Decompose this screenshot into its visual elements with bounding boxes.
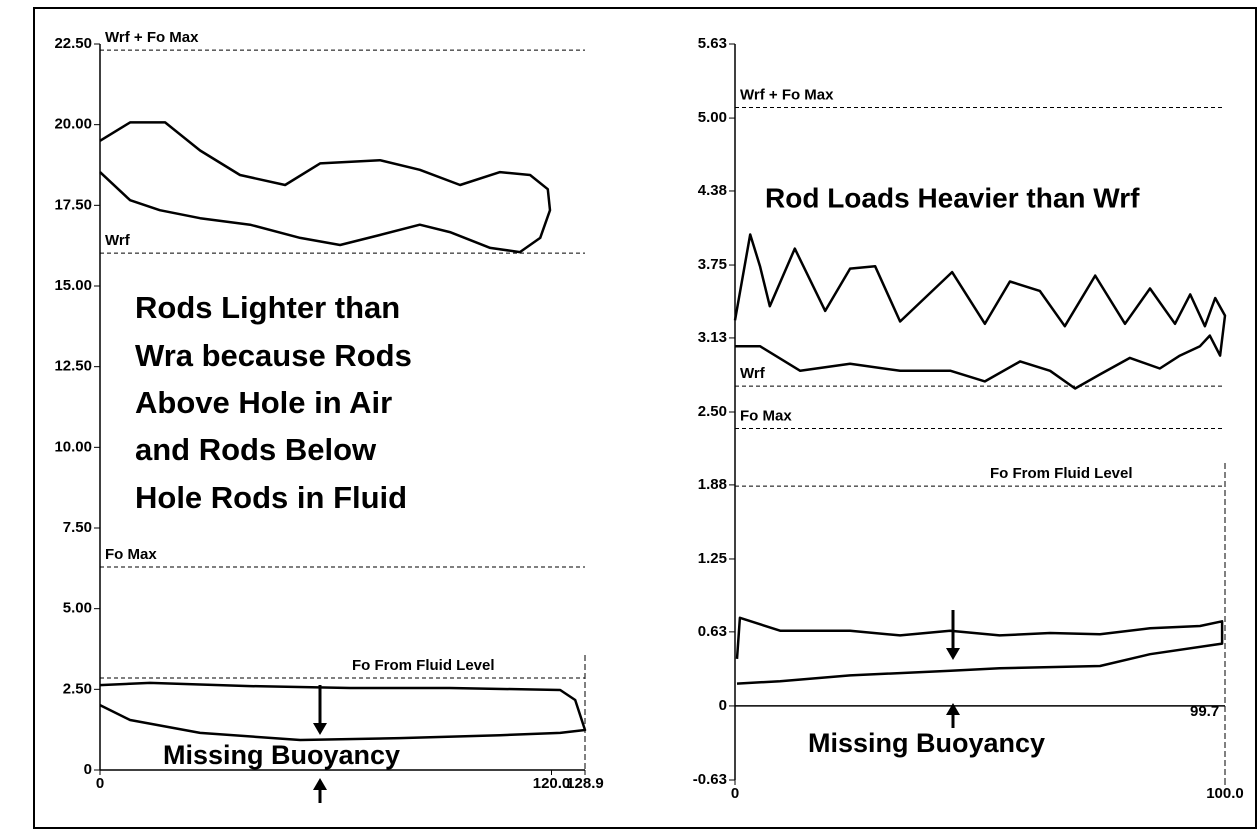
y-tick-label: 1.25 [698,550,727,567]
reference-label: Wrf [105,232,131,249]
annotation: Rods Lighter than [135,290,400,325]
y-tick-label: 20.00 [54,116,92,133]
reference-label: Fo Max [740,407,792,424]
x-tick-label: 128.9 [566,775,604,792]
y-tick-label: 3.13 [698,329,727,346]
arrow-head [313,723,327,735]
arrow-head [946,648,960,660]
card-line [733,233,1227,390]
y-tick-label: 12.50 [54,358,92,375]
x-tick-label: 0 [96,775,104,792]
y-tick-label: 5.00 [63,600,92,617]
y-tick-label: 2.50 [63,680,92,697]
x-tick-label: 0 [731,785,739,802]
card-line [99,681,587,742]
annotation: and Rods Below [135,432,377,467]
x-tick-label: 120.0 [533,775,571,792]
reference-label: Fo Max [105,546,157,563]
annotation: Above Hole in Air [135,385,392,420]
x-tick-label: 100.0 [1206,785,1244,802]
y-tick-label: 4.38 [698,182,727,199]
annotation: Wra because Rods [135,338,412,373]
reference-label: Fo From Fluid Level [990,465,1133,482]
reference-label: Wrf + Fo Max [105,29,199,46]
y-tick-label: 15.00 [54,277,92,294]
y-tick-label: 10.00 [54,438,92,455]
y-tick-label: 0.63 [698,623,727,640]
arrow-head [946,703,960,715]
reference-label: Wrf + Fo Max [740,86,834,103]
y-tick-label: 5.00 [698,109,727,126]
arrow-head [313,778,327,790]
y-tick-label: 2.50 [698,403,727,420]
y-tick-label: 3.75 [698,256,727,273]
y-tick-label: 1.88 [698,476,727,493]
y-tick-label: -0.63 [693,771,727,788]
card-line [735,616,1224,685]
y-tick-label: 0 [84,761,92,778]
reference-label: Wrf [740,365,766,382]
y-tick-label: 5.63 [698,35,727,52]
y-tick-label: 0 [719,697,727,714]
y-tick-label: 22.50 [54,35,92,52]
annotation: Rod Loads Heavier than Wrf [765,182,1140,213]
reference-label: Fo From Fluid Level [352,657,495,674]
card-line [99,121,552,254]
y-tick-label: 17.50 [54,196,92,213]
frame [33,7,1257,829]
annotation: 99.7 [1190,703,1219,720]
annotation: Missing Buoyancy [163,740,400,770]
annotation: Missing Buoyancy [808,728,1045,758]
annotation: Hole Rods in Fluid [135,480,407,515]
y-tick-label: 7.50 [63,519,92,536]
